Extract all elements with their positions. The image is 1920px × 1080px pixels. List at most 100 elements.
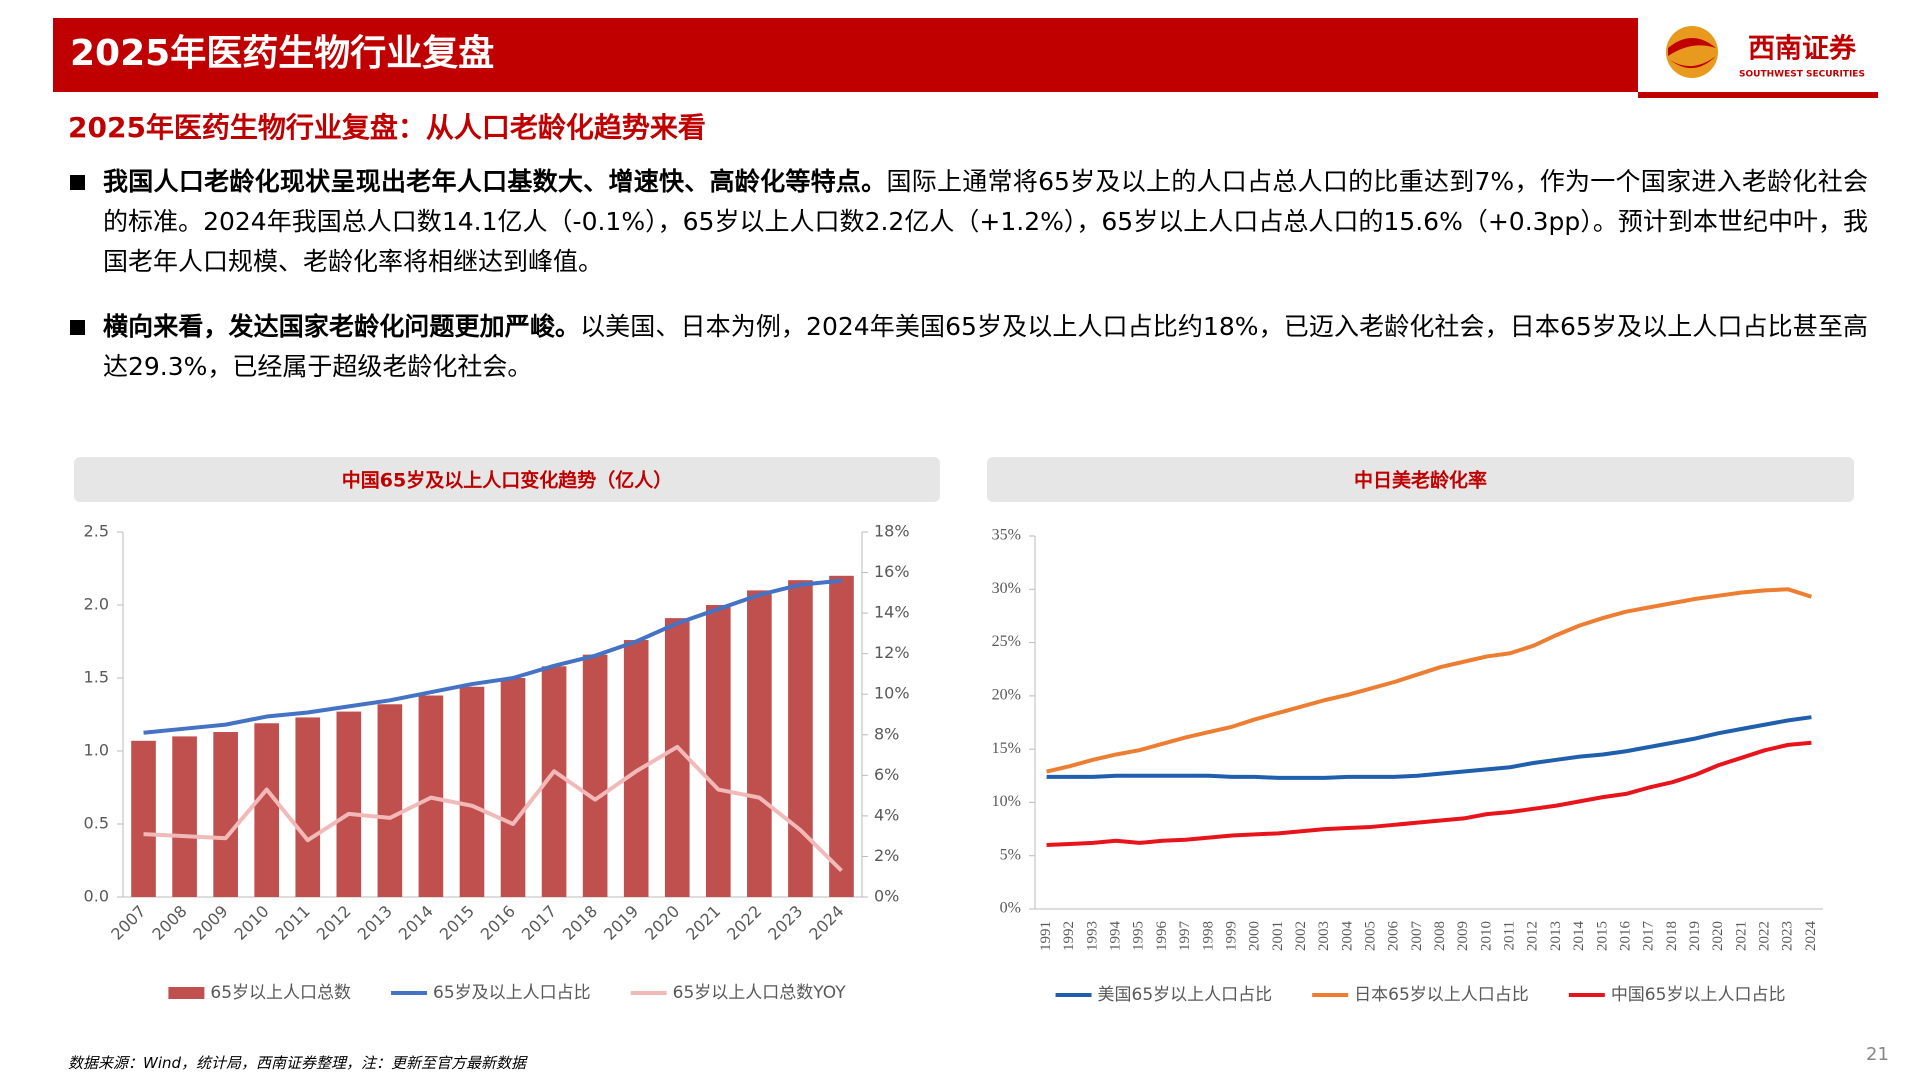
x-tick-label: 2013: [354, 902, 396, 944]
header-bar: [53, 18, 1638, 92]
y-tick-label: 0%: [1000, 900, 1021, 917]
x-tick-label: 2012: [313, 902, 355, 944]
logo: 西南证券 SOUTHWEST SECURITIES: [1666, 26, 1865, 80]
bar: [213, 732, 238, 897]
y-tick-label: 2.0: [84, 595, 109, 614]
bar: [172, 736, 197, 897]
logo-name: 西南证券: [1748, 33, 1857, 65]
bar: [582, 654, 608, 897]
y2-tick-label: 10%: [874, 684, 910, 703]
x-tick-label: 2007: [1409, 921, 1425, 952]
bar: [131, 740, 156, 897]
x-tick-label: 1995: [1131, 921, 1147, 951]
x-tick-label: 2008: [1432, 921, 1448, 951]
bar: [705, 605, 731, 897]
chart-title: 中国65岁及以上人口变化趋势（亿人）: [342, 469, 672, 492]
y2-tick-label: 16%: [874, 562, 910, 581]
bar: [459, 686, 485, 897]
header-title: 2025年医药生物行业复盘: [70, 33, 495, 74]
x-tick-label: 2009: [1455, 921, 1471, 951]
bar: [295, 717, 321, 897]
bar: [336, 711, 362, 897]
y-tick-label: 25%: [992, 633, 1021, 650]
line: [143, 744, 843, 873]
x-tick-label: 2004: [1339, 921, 1355, 952]
legend-label: 65岁以上人口总数YOY: [673, 983, 847, 1003]
x-tick-label: 2022: [1756, 921, 1772, 951]
y2-tick-label: 18%: [874, 522, 910, 541]
legend-swatch: [168, 987, 205, 999]
bar: [829, 575, 854, 897]
x-tick-label: 2017: [518, 902, 560, 944]
x-tick-label: 2020: [641, 902, 683, 944]
bar: [747, 590, 772, 897]
bar: [788, 580, 813, 897]
bullet-square: [70, 175, 85, 190]
logo-en: SOUTHWEST SECURITIES: [1739, 70, 1865, 80]
x-tick-label: 2011: [1502, 921, 1518, 950]
x-tick-label: 2021: [682, 902, 724, 944]
y-tick-label: 35%: [992, 527, 1021, 544]
x-tick-label: 2015: [436, 902, 478, 944]
x-tick-label: 2018: [559, 902, 601, 944]
bar: [377, 704, 403, 897]
y2-tick-label: 8%: [874, 724, 899, 743]
x-tick-label: 2020: [1710, 921, 1726, 951]
x-tick-label: 2022: [723, 902, 765, 944]
x-tick-label: 1991: [1038, 921, 1054, 951]
x-tick-label: 2019: [600, 902, 642, 944]
bullet-bold: 横向来看，发达国家老龄化问题更加严峻。: [103, 312, 581, 341]
bullet-text: 国际上通常将65岁及以上的人口占总人口的比重达到7%，作为一个国家进入老龄化社会…: [103, 167, 1868, 276]
y2-tick-label: 0%: [874, 887, 899, 906]
x-tick-label: 2023: [1780, 921, 1796, 951]
logo-swoosh: [1668, 38, 1716, 56]
x-tick-label: 2000: [1247, 921, 1263, 951]
x-tick-label: 2010: [230, 902, 272, 944]
bullet-square: [70, 320, 85, 335]
line: [1046, 587, 1813, 774]
x-tick-label: 2014: [395, 902, 437, 944]
bullet-text: 以美国、日本为例，2024年美国65岁及以上人口占比约18%，已迈入老龄化社会，…: [103, 312, 1868, 381]
y2-tick-label: 6%: [874, 765, 899, 784]
legend-label: 中国65岁以上人口占比: [1611, 985, 1786, 1005]
line: [1046, 715, 1812, 780]
y-tick-label: 20%: [992, 687, 1021, 704]
x-tick-label: 1994: [1108, 921, 1124, 952]
bar: [254, 723, 280, 897]
x-tick-label: 1992: [1061, 921, 1077, 951]
source: 数据来源：Wind，统计局，西南证券整理，注：更新至官方最新数据: [68, 1054, 527, 1072]
x-tick-label: 2019: [1687, 921, 1703, 951]
legend-label: 65岁及以上人口占比: [433, 983, 591, 1003]
page-number: 21: [1866, 1044, 1889, 1065]
bar: [500, 678, 526, 897]
x-tick-label: 2024: [1803, 921, 1819, 952]
x-tick-label: 2003: [1316, 921, 1332, 951]
line: [143, 578, 842, 735]
x-tick-label: 2010: [1478, 921, 1494, 951]
x-tick-label: 2011: [272, 902, 314, 944]
y2-tick-label: 12%: [874, 643, 910, 662]
chart-header: [987, 457, 1854, 502]
x-tick-label: 2017: [1641, 921, 1657, 952]
bullet: 横向来看，发达国家老龄化问题更加严峻。以美国、日本为例，2024年美国65岁及以…: [103, 307, 1868, 387]
legend-label: 美国65岁以上人口占比: [1098, 985, 1273, 1005]
y-tick-label: 0.0: [84, 887, 109, 906]
x-tick-label: 1993: [1084, 921, 1100, 951]
bullet: 我国人口老龄化现状呈现出老年人口基数大、增速快、高龄化等特点。国际上通常将65岁…: [103, 162, 1868, 282]
x-tick-label: 2024: [805, 902, 847, 944]
x-tick-label: 2016: [477, 902, 519, 944]
y2-tick-label: 4%: [874, 805, 899, 824]
subtitle: 2025年医药生物行业复盘：从人口老龄化趋势来看: [68, 111, 706, 144]
x-tick-label: 2023: [764, 902, 806, 944]
legend-label: 65岁以上人口总数: [210, 983, 351, 1003]
logo-swoosh: [1670, 56, 1716, 69]
y-tick-label: 1.0: [84, 741, 109, 760]
x-tick-label: 2005: [1362, 921, 1378, 951]
x-tick-label: 2012: [1525, 921, 1541, 951]
y-tick-label: 2.5: [84, 522, 109, 541]
chart-header: [74, 457, 940, 502]
y2-tick-label: 2%: [874, 846, 899, 865]
chart-title: 中日美老龄化率: [1354, 469, 1487, 492]
